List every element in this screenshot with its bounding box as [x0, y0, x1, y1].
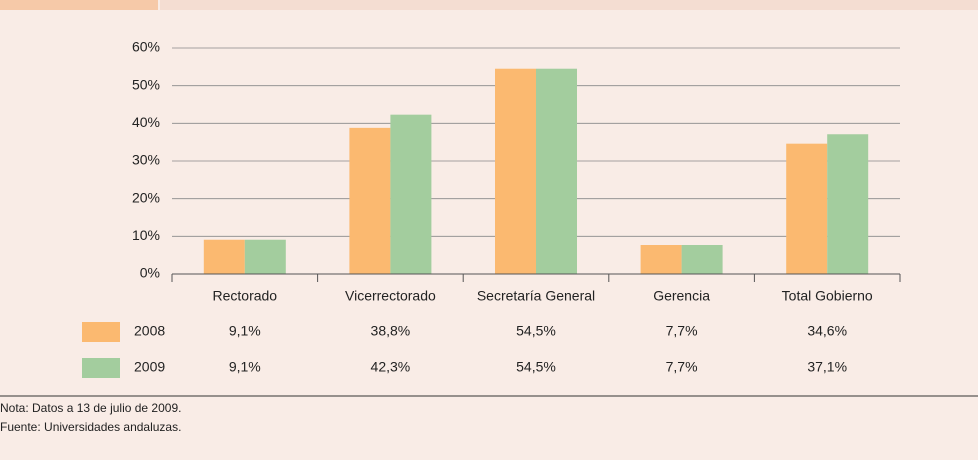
y-tick-label: 40%	[132, 114, 160, 130]
bar	[827, 134, 869, 274]
value-label: 38,8%	[371, 323, 411, 339]
source: Fuente: Universidades andaluzas.	[0, 420, 181, 434]
header-tab	[0, 0, 158, 10]
bar	[390, 114, 432, 274]
y-tick-label: 20%	[132, 189, 160, 205]
header-band	[160, 0, 978, 10]
x-tick-label: Vicerrectorado	[345, 288, 436, 304]
bar	[244, 239, 286, 274]
x-tick-label: Total Gobierno	[782, 288, 873, 304]
x-tick-label: Rectorado	[213, 288, 278, 304]
value-label: 9,1%	[229, 323, 261, 339]
x-tick-label: Secretaría General	[477, 288, 595, 304]
bar	[495, 68, 536, 274]
y-tick-label: 10%	[132, 227, 160, 243]
bar	[681, 244, 723, 274]
legend-label: 2009	[134, 359, 165, 375]
bar	[203, 239, 245, 274]
bar	[349, 127, 391, 274]
value-label: 9,1%	[229, 359, 261, 375]
x-tick-label: Gerencia	[653, 288, 710, 304]
y-tick-label: 50%	[132, 76, 160, 92]
bar	[786, 143, 828, 274]
legend-label: 2008	[134, 323, 165, 339]
y-tick-label: 0%	[140, 265, 160, 281]
value-label: 54,5%	[516, 359, 556, 375]
value-label: 7,7%	[666, 359, 698, 375]
value-label: 42,3%	[371, 359, 411, 375]
y-tick-label: 30%	[132, 152, 160, 168]
bar	[640, 244, 682, 274]
value-label: 37,1%	[807, 359, 847, 375]
note: Nota: Datos a 13 de julio de 2009.	[0, 401, 181, 415]
legend-swatch	[82, 358, 120, 378]
y-tick-label: 60%	[132, 39, 160, 55]
legend-swatch	[82, 322, 120, 342]
bar	[536, 68, 577, 274]
value-label: 54,5%	[516, 323, 556, 339]
value-label: 7,7%	[666, 323, 698, 339]
value-label: 34,6%	[807, 323, 847, 339]
